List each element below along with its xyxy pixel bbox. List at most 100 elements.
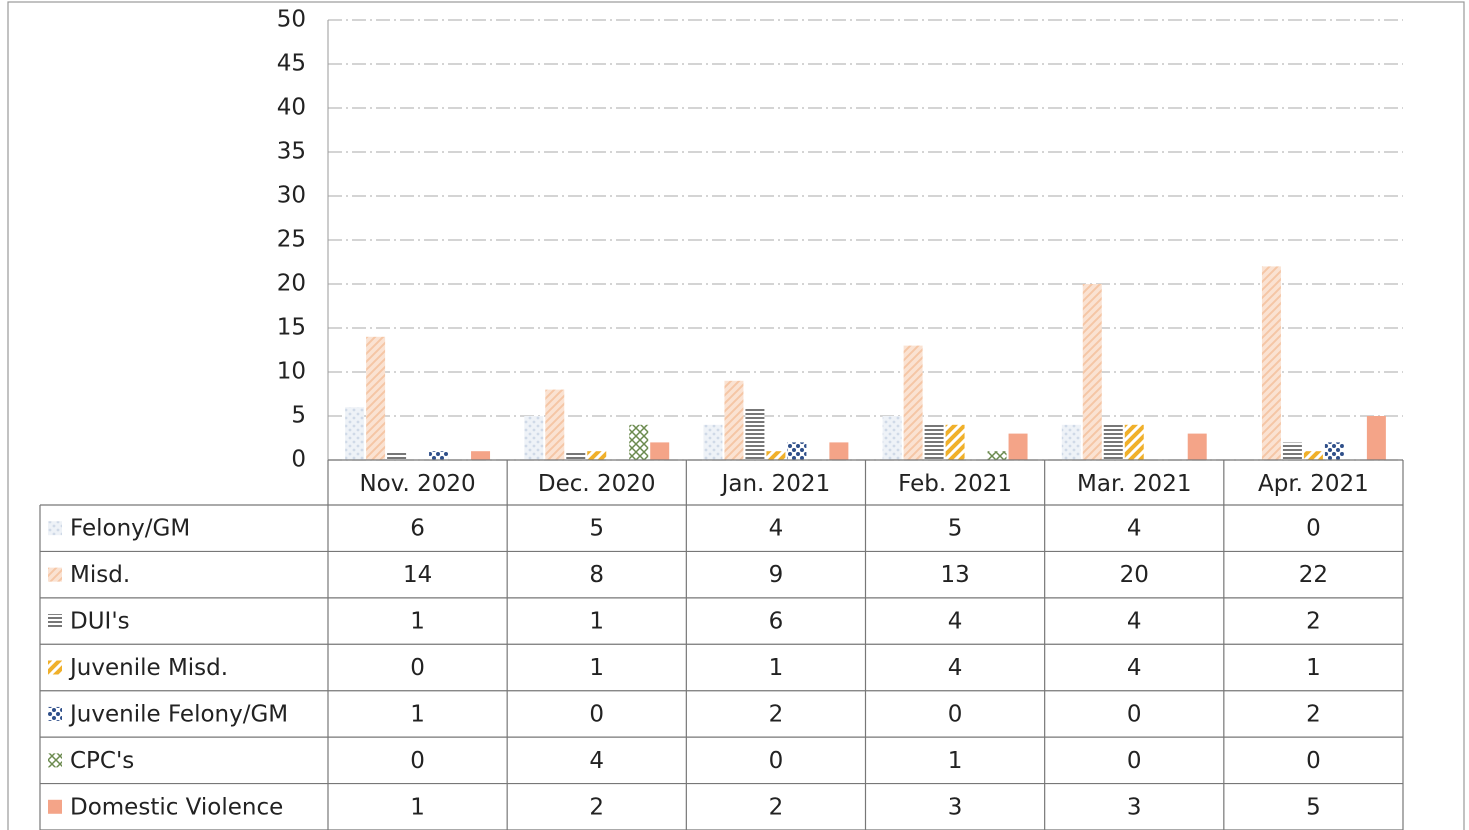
bar	[345, 407, 365, 460]
x-tick-label: Nov. 2020	[359, 471, 475, 497]
table-value: 0	[589, 701, 604, 727]
bar	[903, 345, 923, 460]
table-value: 9	[769, 562, 784, 588]
bar	[471, 451, 491, 460]
table-value: 0	[948, 701, 963, 727]
table-value: 5	[589, 516, 604, 542]
table-value: 5	[948, 516, 963, 542]
table-value: 4	[948, 655, 963, 681]
table-value: 1	[769, 655, 784, 681]
table-value: 0	[1127, 701, 1142, 727]
bar	[1082, 284, 1102, 460]
bar	[787, 442, 807, 460]
table-value: 3	[948, 794, 963, 820]
table-value: 1	[948, 748, 963, 774]
bar	[1187, 433, 1207, 460]
bar	[587, 451, 607, 460]
legend-key	[48, 614, 62, 629]
bar	[1061, 424, 1081, 460]
table-value: 1	[410, 701, 425, 727]
y-tick-label: 40	[277, 95, 306, 121]
bar	[703, 424, 723, 460]
x-tick-label: Jan. 2021	[720, 471, 831, 497]
legend-label: DUI's	[70, 609, 130, 635]
bar	[987, 451, 1007, 460]
table-value: 1	[589, 655, 604, 681]
bar	[724, 380, 744, 460]
bar	[629, 424, 649, 460]
table-value: 0	[769, 748, 784, 774]
table-value: 8	[589, 562, 604, 588]
table-value: 4	[1127, 609, 1142, 635]
table-value: 4	[589, 748, 604, 774]
table-value: 4	[1127, 516, 1142, 542]
table-value: 4	[769, 516, 784, 542]
y-tick-label: 5	[291, 403, 306, 429]
bar	[766, 451, 786, 460]
y-tick-label: 30	[277, 183, 306, 209]
bar	[829, 442, 849, 460]
table-value: 0	[1127, 748, 1142, 774]
table-value: 0	[410, 748, 425, 774]
bar	[366, 336, 386, 460]
y-tick-label: 15	[277, 315, 306, 341]
bar	[566, 451, 586, 460]
x-tick-label: Feb. 2021	[898, 471, 1012, 497]
table-value: 4	[1127, 655, 1142, 681]
legend-label: Juvenile Felony/GM	[68, 701, 288, 727]
bar	[1124, 424, 1144, 460]
table-value: 2	[769, 701, 784, 727]
legend-key	[48, 567, 62, 582]
legend-key	[48, 521, 62, 536]
y-tick-label: 10	[277, 359, 306, 385]
table-value: 2	[769, 794, 784, 820]
legend-key	[48, 753, 62, 768]
table-value: 2	[589, 794, 604, 820]
bar	[882, 416, 902, 460]
table-value: 6	[410, 516, 425, 542]
table-value: 13	[940, 562, 969, 588]
table-value: 22	[1299, 562, 1328, 588]
bar	[650, 442, 670, 460]
y-tick-label: 45	[277, 51, 306, 77]
y-tick-label: 20	[277, 271, 306, 297]
table-value: 0	[410, 655, 425, 681]
bar	[387, 451, 407, 460]
legend-label: Felony/GM	[70, 516, 190, 542]
table-value: 6	[769, 609, 784, 635]
legend-key	[48, 660, 62, 675]
bar	[1261, 266, 1281, 460]
x-tick-label: Dec. 2020	[538, 471, 656, 497]
table-value: 2	[1306, 609, 1321, 635]
table-value: 2	[1306, 701, 1321, 727]
table-value: 1	[589, 609, 604, 635]
legend-key	[48, 706, 62, 721]
legend-label: Domestic Violence	[70, 794, 283, 820]
table-value: 1	[1306, 655, 1321, 681]
bar	[429, 451, 449, 460]
bar	[745, 407, 765, 460]
legend-key	[48, 799, 62, 814]
table-value: 3	[1127, 794, 1142, 820]
legend-label: Misd.	[70, 562, 130, 588]
bar	[1303, 451, 1323, 460]
bar	[1366, 416, 1386, 460]
chart-frame	[7, 1, 1465, 830]
legend-label: Juvenile Misd.	[68, 655, 228, 681]
table-value: 4	[948, 609, 963, 635]
y-tick-label: 50	[277, 7, 306, 33]
table-value: 0	[1306, 748, 1321, 774]
x-tick-label: Mar. 2021	[1077, 471, 1191, 497]
x-tick-label: Apr. 2021	[1258, 471, 1369, 497]
bar	[524, 416, 544, 460]
table-value: 5	[1306, 794, 1321, 820]
bar	[1282, 442, 1302, 460]
table-value: 1	[410, 609, 425, 635]
bar	[545, 389, 565, 460]
y-tick-label: 0	[291, 447, 306, 473]
table-value: 1	[410, 794, 425, 820]
bar	[1008, 433, 1028, 460]
legend-label: CPC's	[70, 748, 134, 774]
bar	[924, 424, 944, 460]
